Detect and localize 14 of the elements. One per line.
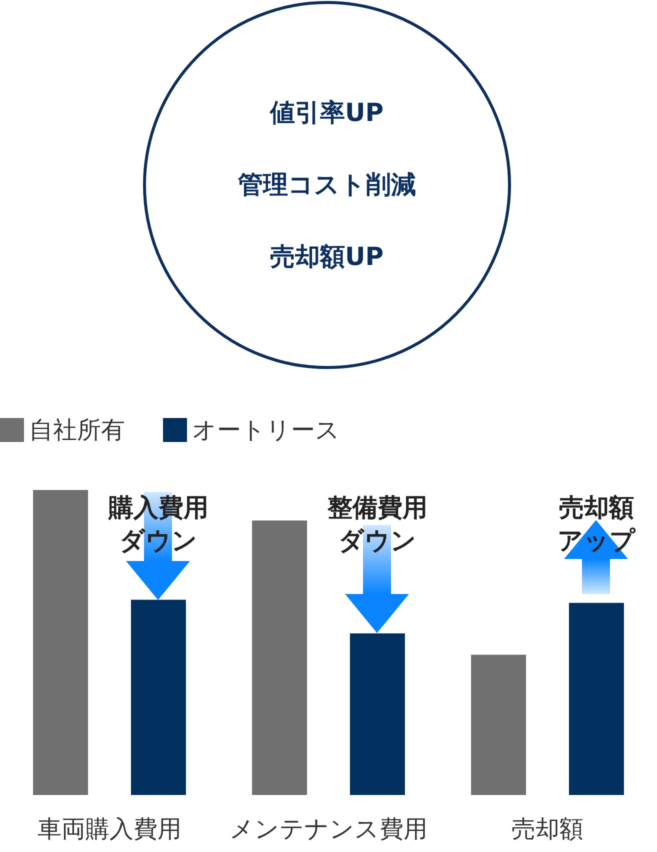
- bar: [252, 520, 308, 795]
- annotation: 整備費用ダウン: [327, 492, 428, 557]
- text: 売却額UP: [270, 241, 384, 273]
- bar: [568, 602, 624, 795]
- annotation: 売却額アップ: [557, 492, 636, 557]
- text: 管理コスト削減: [238, 169, 416, 201]
- legend-label: 自社所有: [29, 416, 125, 444]
- bar: [33, 490, 88, 795]
- x-tick-label: メンテナンス費用: [230, 815, 428, 843]
- x-tick-label: 売却額: [512, 815, 584, 843]
- text: 値引率UP: [270, 97, 384, 129]
- bar: [471, 654, 526, 795]
- legend-label: オートリース: [192, 416, 340, 444]
- x-tick-label: 車両購入費用: [38, 815, 182, 843]
